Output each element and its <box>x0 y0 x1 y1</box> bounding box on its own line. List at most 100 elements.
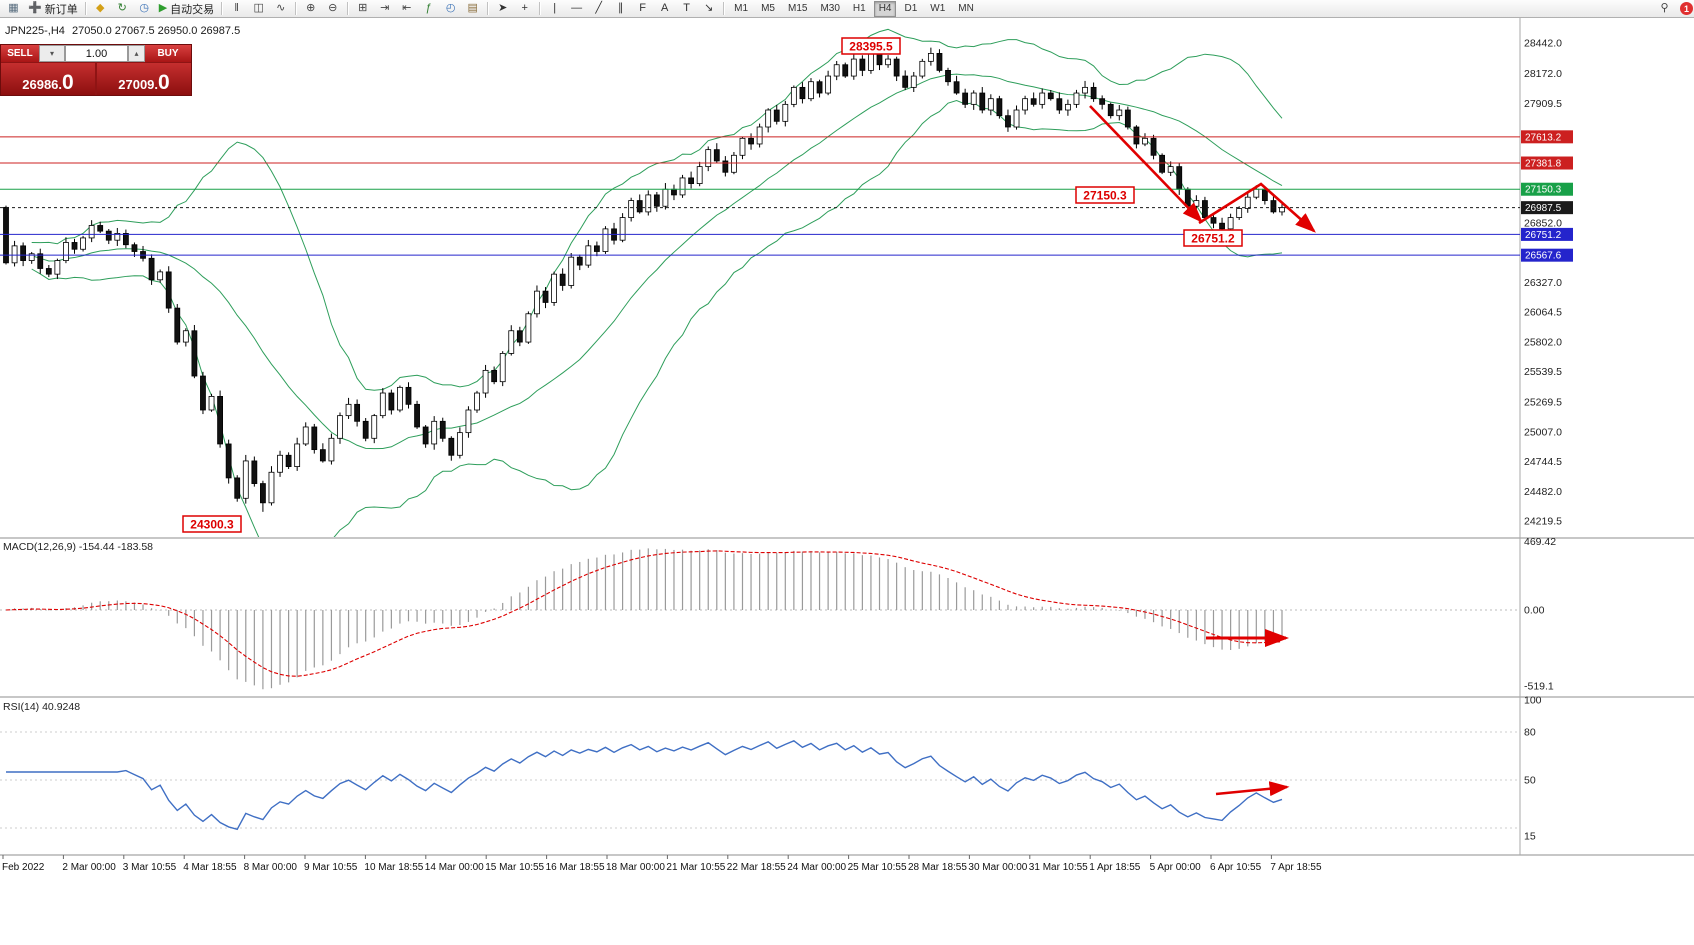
auto-trading-button[interactable]: ▶ 自动交易 <box>156 0 217 17</box>
chevron-up-icon: ▴ <box>134 49 139 58</box>
refresh-button[interactable]: ↻ <box>112 0 133 17</box>
svg-text:26852.0: 26852.0 <box>1524 217 1562 229</box>
search-icon: ⚲ <box>1660 2 1669 14</box>
macd-pane <box>0 548 1520 690</box>
play-icon: ▶ <box>158 2 168 14</box>
svg-text:25269.5: 25269.5 <box>1524 397 1562 409</box>
svg-text:27613.2: 27613.2 <box>1525 132 1562 143</box>
svg-text:18 Mar 00:00: 18 Mar 00:00 <box>606 862 665 873</box>
candlestick-icon: ◫ <box>253 2 264 14</box>
charts-grid-button[interactable]: ▦ <box>3 0 24 17</box>
zoom-in-icon: ⊕ <box>306 2 316 14</box>
svg-text:26064.5: 26064.5 <box>1524 307 1562 319</box>
volume-dropdown[interactable]: ▾ <box>39 45 65 62</box>
volume-stepper-up[interactable]: ▴ <box>128 45 145 62</box>
periods-button[interactable]: ◴ <box>440 0 461 17</box>
zoom-out-button[interactable]: ⊖ <box>322 0 343 17</box>
svg-text:28172.0: 28172.0 <box>1524 68 1562 80</box>
tile-windows-button[interactable]: ⊞ <box>352 0 373 17</box>
metaeditor-icon: ◆ <box>95 2 105 14</box>
svg-text:16 Mar 18:55: 16 Mar 18:55 <box>546 862 605 873</box>
svg-text:27150.3: 27150.3 <box>1083 189 1127 203</box>
horizontal-line-button[interactable]: — <box>566 0 587 17</box>
buy-button[interactable]: BUY <box>145 45 191 62</box>
svg-text:Feb 2022: Feb 2022 <box>2 862 45 873</box>
svg-text:28442.0: 28442.0 <box>1524 38 1562 50</box>
sell-button[interactable]: SELL <box>1 45 39 62</box>
crosshair-button[interactable]: + <box>514 0 535 17</box>
buy-price[interactable]: 27009. 0 <box>97 63 191 95</box>
vertical-line-icon: | <box>553 2 557 14</box>
notification-count: 1 <box>1680 2 1693 15</box>
vertical-line-button[interactable]: | <box>544 0 565 17</box>
svg-text:9 Mar 10:55: 9 Mar 10:55 <box>304 862 358 873</box>
svg-text:3 Mar 10:55: 3 Mar 10:55 <box>123 862 177 873</box>
svg-text:27909.5: 27909.5 <box>1524 98 1562 110</box>
tab-timeframe-M5[interactable]: M5 <box>761 3 775 14</box>
channel-button[interactable]: ∥ <box>610 0 631 17</box>
tab-timeframe-H4[interactable]: H4 <box>873 0 897 17</box>
annotation-label-box <box>841 37 901 55</box>
bar-chart-button[interactable]: ‖ <box>226 0 247 17</box>
buy-price-main: 27009. <box>118 77 159 92</box>
tab-timeframe-MN[interactable]: MN <box>958 3 974 14</box>
svg-text:31 Mar 10:55: 31 Mar 10:55 <box>1029 862 1088 873</box>
history-button[interactable]: ◷ <box>134 0 155 17</box>
tile-windows-icon: ⊞ <box>358 2 368 14</box>
svg-text:15: 15 <box>1524 831 1536 843</box>
svg-text:26751.2: 26751.2 <box>1525 230 1562 241</box>
tab-timeframe-M15[interactable]: M15 <box>787 3 808 14</box>
tab-timeframe-H1[interactable]: H1 <box>852 3 866 14</box>
zoom-in-button[interactable]: ⊕ <box>300 0 321 17</box>
templates-button[interactable]: ▤ <box>462 0 483 17</box>
auto-scroll-button[interactable]: ⇥ <box>374 0 395 17</box>
svg-text:25 Mar 10:55: 25 Mar 10:55 <box>848 862 907 873</box>
svg-text:24744.5: 24744.5 <box>1524 456 1562 468</box>
svg-text:8 Mar 00:00: 8 Mar 00:00 <box>244 862 298 873</box>
chart-shift-button[interactable]: ⇤ <box>396 0 417 17</box>
notification-badge[interactable]: 1 <box>1676 0 1694 17</box>
chart-canvas[interactable]: 28442.0 28172.0 27909.5 26852.0 26327.0 26064… <box>0 18 1694 945</box>
svg-text:21 Mar 10:55: 21 Mar 10:55 <box>666 862 725 873</box>
refresh-icon: ↻ <box>117 2 127 14</box>
search-button[interactable]: ⚲ <box>1654 0 1675 17</box>
symbol-period-label: JPN225-,H4 <box>5 25 65 37</box>
svg-text:469.42: 469.42 <box>1524 536 1556 548</box>
volume-input[interactable]: 1.00 <box>65 45 128 62</box>
trendline-button[interactable]: ╱ <box>588 0 609 17</box>
svg-text:24482.0: 24482.0 <box>1524 486 1562 498</box>
toolbar-separator <box>487 2 489 15</box>
svg-text:4 Mar 18:55: 4 Mar 18:55 <box>183 862 237 873</box>
candlestick-button[interactable]: ◫ <box>248 0 269 17</box>
annotation-label-box <box>1183 229 1243 247</box>
rsi-indicator-label: RSI(14) 40.9248 <box>3 701 81 713</box>
arrows-button[interactable]: ↘ <box>698 0 719 17</box>
indicators-button[interactable]: ƒ <box>418 0 439 17</box>
cursor-button[interactable]: ➤ <box>492 0 513 17</box>
line-chart-button[interactable]: ∿ <box>270 0 291 17</box>
macd-indicator-label: MACD(12,26,9) -154.44 -183.58 <box>3 541 153 553</box>
tab-timeframe-D1[interactable]: D1 <box>904 3 918 14</box>
tab-timeframe-M30[interactable]: M30 <box>820 3 840 14</box>
tab-timeframe-M1[interactable]: M1 <box>734 3 749 14</box>
tab-timeframe-W1[interactable]: W1 <box>930 3 946 14</box>
svg-text:25007.0: 25007.0 <box>1524 426 1562 438</box>
svg-text:50: 50 <box>1524 775 1536 787</box>
svg-text:15 Mar 10:55: 15 Mar 10:55 <box>485 862 544 873</box>
metaeditor-button[interactable]: ◆ <box>90 0 111 17</box>
svg-text:24300.3: 24300.3 <box>190 518 234 532</box>
text-button[interactable]: A <box>654 0 675 17</box>
label-button[interactable]: T <box>676 0 697 17</box>
svg-text:10 Mar 18:55: 10 Mar 18:55 <box>364 862 423 873</box>
trade-panel-prices: 26986. 0 27009. 0 <box>1 62 191 95</box>
toolbar: ▦ ➕ 新订单 ◆ ↻ ◷ ▶ 自动交易 ‖ ◫ ∿ ⊕ ⊖ ⊞ ⇥ ⇤ ƒ ◴ ▤ ➤ + | — ╱ ∥ F A T ↘ M1 M5 M1… <box>0 0 1694 18</box>
sell-price[interactable]: 26986. 0 <box>1 63 95 95</box>
svg-text:2 Mar 00:00: 2 Mar 00:00 <box>62 862 116 873</box>
new-order-button[interactable]: ➕ 新订单 <box>25 0 81 17</box>
svg-text:30 Mar 00:00: 30 Mar 00:00 <box>968 862 1027 873</box>
new-order-button-label: 新订单 <box>44 3 78 16</box>
svg-text:22 Mar 18:55: 22 Mar 18:55 <box>727 862 786 873</box>
fibonacci-button[interactable]: F <box>632 0 653 17</box>
svg-text:100: 100 <box>1524 695 1542 707</box>
ohlc-values: 27050.0 27067.5 26950.0 26987.5 <box>71 25 241 37</box>
